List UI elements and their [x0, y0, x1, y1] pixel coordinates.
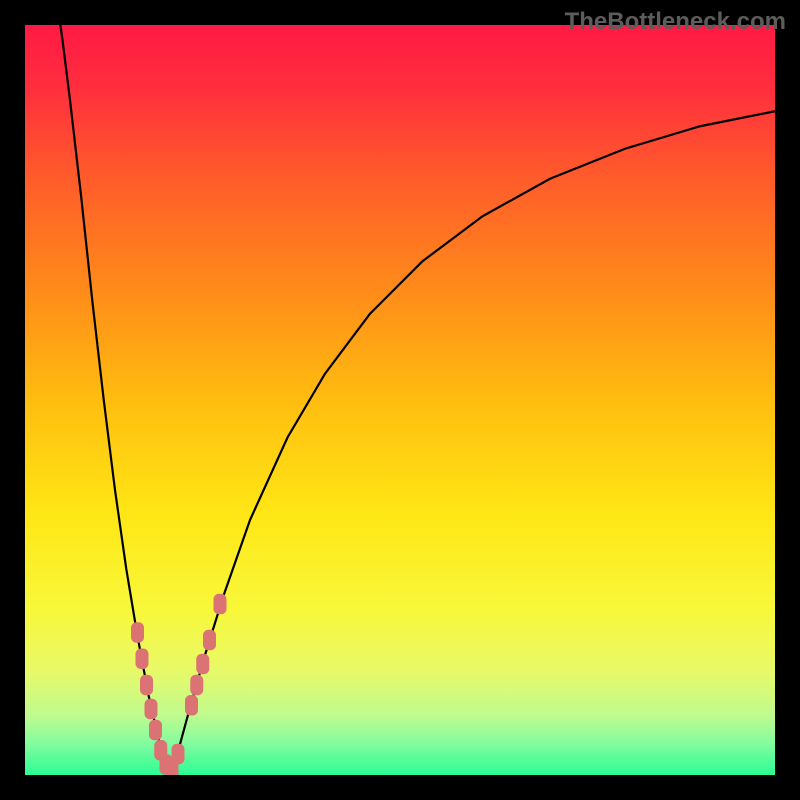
- data-marker: [136, 649, 148, 669]
- data-marker: [141, 675, 153, 695]
- watermark-text: TheBottleneck.com: [565, 8, 786, 36]
- data-marker: [186, 696, 198, 716]
- data-marker: [150, 720, 162, 740]
- data-marker: [191, 675, 203, 695]
- data-marker: [132, 623, 144, 643]
- data-marker: [214, 594, 226, 614]
- data-marker: [204, 630, 216, 650]
- bottleneck-chart: [0, 0, 800, 800]
- data-marker: [172, 744, 184, 764]
- data-marker: [145, 699, 157, 719]
- data-marker: [197, 654, 209, 674]
